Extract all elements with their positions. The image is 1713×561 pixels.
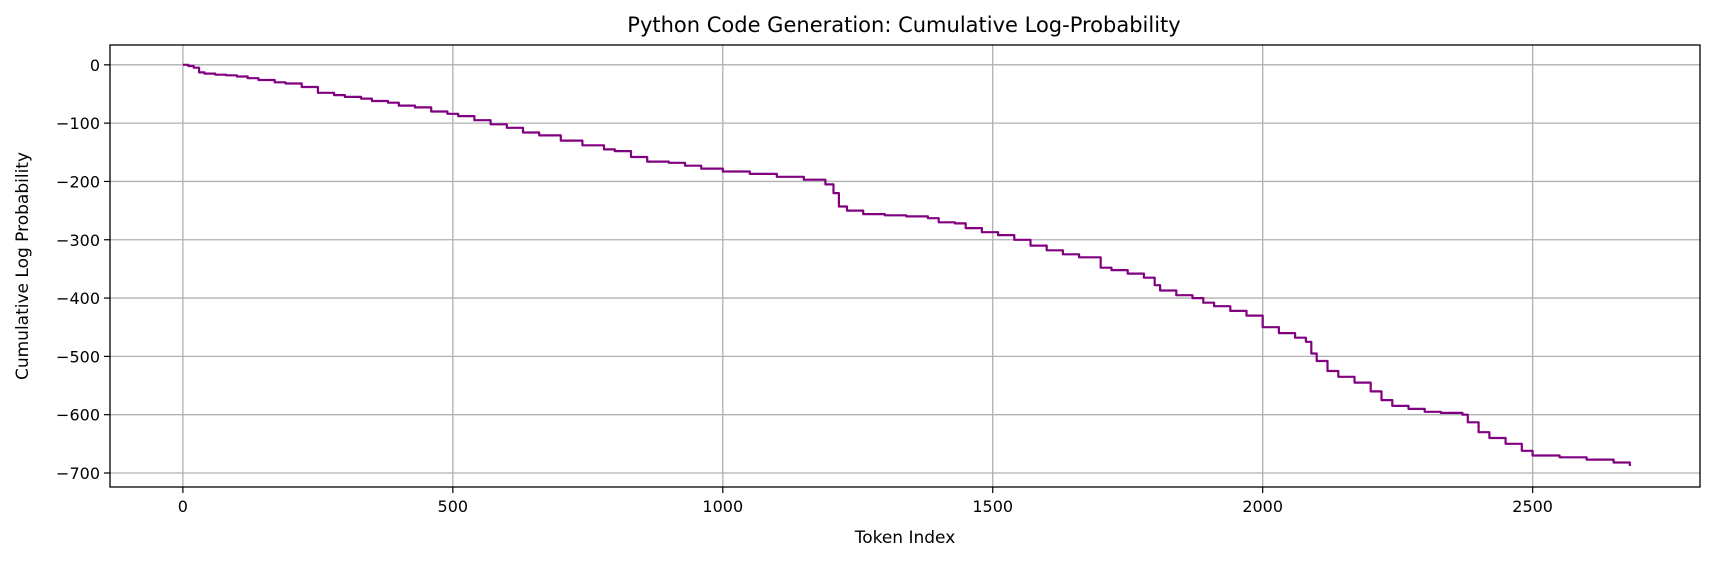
x-tick-label: 2000 <box>1242 497 1283 516</box>
series-line <box>182 63 1631 466</box>
y-tick-label: −400 <box>56 289 100 308</box>
x-tick-label: 500 <box>438 497 469 516</box>
y-tick-label: 0 <box>90 56 100 75</box>
y-tick-label: −500 <box>56 347 100 366</box>
y-tick-label: −300 <box>56 231 100 250</box>
line-layer <box>182 63 1631 466</box>
x-axis-label: Token Index <box>854 528 956 548</box>
x-tick-label: 1500 <box>972 497 1013 516</box>
y-ticks: 0 −100 −200 −300 −400 −500 −600 −700 <box>56 56 110 483</box>
grid-layer <box>110 45 1700 487</box>
x-ticks: 0 500 1000 1500 2000 2500 <box>178 487 1553 516</box>
y-tick-label: −100 <box>56 114 100 133</box>
plot-frame <box>109 44 1701 488</box>
y-tick-label: −200 <box>56 172 100 191</box>
x-tick-label: 2500 <box>1512 497 1553 516</box>
y-axis-label: Cumulative Log Probability <box>13 152 33 380</box>
x-tick-label: 1000 <box>702 497 743 516</box>
y-tick-label: −600 <box>56 406 100 425</box>
x-tick-label: 0 <box>178 497 188 516</box>
y-tick-label: −700 <box>56 464 100 483</box>
chart-title: Python Code Generation: Cumulative Log-P… <box>627 13 1180 37</box>
